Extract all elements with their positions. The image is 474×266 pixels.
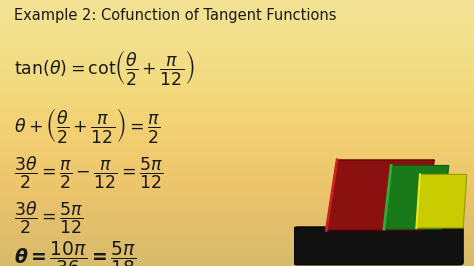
Text: $\dfrac{3\theta}{2} = \dfrac{5\pi}{12}$: $\dfrac{3\theta}{2} = \dfrac{5\pi}{12}$ bbox=[14, 200, 83, 236]
Text: $\tan(\theta) = \cot\!\left(\dfrac{\theta}{2} + \dfrac{\pi}{12}\right)$: $\tan(\theta) = \cot\!\left(\dfrac{\thet… bbox=[14, 48, 195, 87]
Polygon shape bbox=[326, 160, 434, 230]
Polygon shape bbox=[384, 165, 449, 229]
Text: $\theta + \left(\dfrac{\theta}{2} + \dfrac{\pi}{12}\right) = \dfrac{\pi}{2}$: $\theta + \left(\dfrac{\theta}{2} + \dfr… bbox=[14, 106, 161, 146]
Text: Example 2: Cofunction of Tangent Functions: Example 2: Cofunction of Tangent Functio… bbox=[14, 8, 337, 23]
Polygon shape bbox=[416, 174, 467, 228]
Text: $\dfrac{3\theta}{2} = \dfrac{\pi}{2} - \dfrac{\pi}{12} = \dfrac{5\pi}{12}$: $\dfrac{3\theta}{2} = \dfrac{\pi}{2} - \… bbox=[14, 154, 164, 191]
Text: $\boldsymbol{\theta = \dfrac{10\pi}{36} = \dfrac{5\pi}{18}}$: $\boldsymbol{\theta = \dfrac{10\pi}{36} … bbox=[14, 239, 137, 266]
FancyBboxPatch shape bbox=[294, 227, 463, 265]
